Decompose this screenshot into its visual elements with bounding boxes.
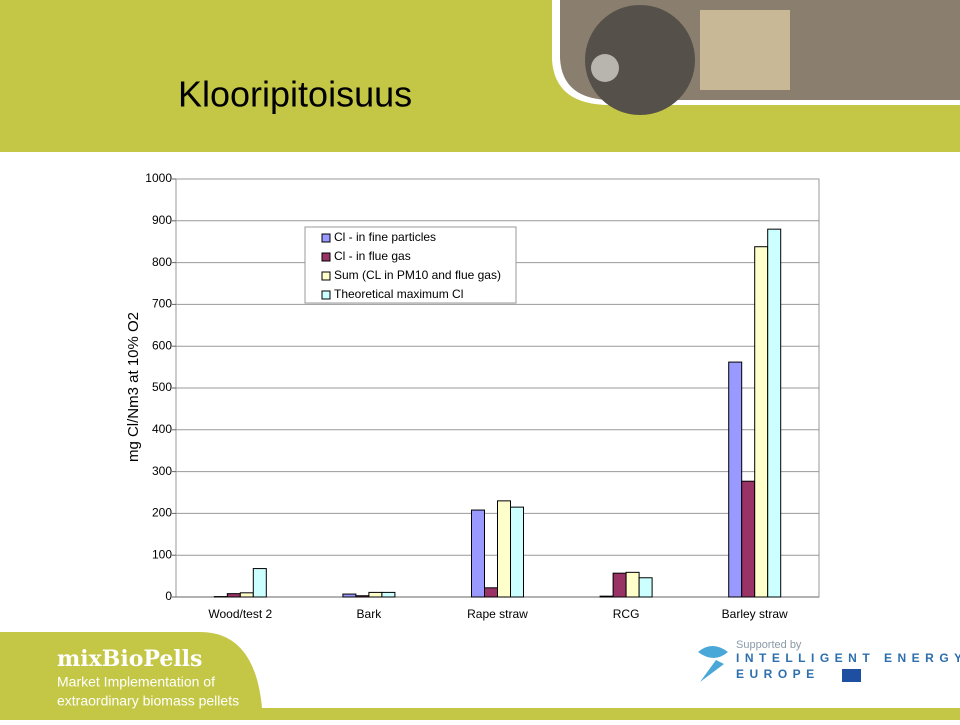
slide-title: Klooripitoisuus [178,74,412,115]
bar [639,578,652,597]
y-tick-label: 1000 [145,171,172,185]
y-tick-label: 700 [152,297,172,311]
support-text: Supported by [736,639,802,651]
y-axis-label: mg Cl/Nm3 at 10% O2 [125,312,142,462]
program-name: INTELLIGENT ENERGY [736,651,960,665]
x-tick-label: RCG [613,607,640,621]
x-tick-label: Wood/test 2 [208,607,272,621]
legend-swatch [322,253,330,261]
photo-pellets [700,10,790,90]
legend-label: Cl - in flue gas [334,249,411,263]
legend-swatch [322,272,330,280]
bar [240,593,253,597]
x-tick-label: Bark [357,607,383,621]
y-tick-label: 300 [152,464,172,478]
program-name: EUROPE [736,667,820,681]
bar [498,501,511,597]
x-tick-label: Barley straw [722,607,788,621]
bar [472,510,485,597]
bar [600,596,613,597]
bar [485,588,498,597]
eu-flag [842,669,861,682]
bar [626,572,639,597]
brand: mixBioPells [57,646,202,672]
bar [511,507,524,597]
bar [343,594,356,597]
y-tick-label: 100 [152,547,172,561]
y-tick-label: 400 [152,422,172,436]
tagline: Market Implementation of [57,674,215,690]
bar [729,362,742,597]
legend-swatch [322,234,330,242]
bar [742,481,755,597]
legend-label: Theoretical maximum Cl [334,287,463,301]
bar [613,573,626,597]
x-tick-label: Rape straw [467,607,528,621]
bar [356,596,369,597]
y-tick-label: 600 [152,338,172,352]
y-tick-label: 200 [152,506,172,520]
bar [768,229,781,597]
y-tick-label: 0 [165,589,172,603]
tagline: extraordinary biomass pellets [57,693,239,709]
legend-swatch [322,291,330,299]
bar [369,592,382,597]
bar [382,592,395,597]
bar [253,569,266,597]
legend-label: Sum (CL in PM10 and flue gas) [334,268,501,282]
footer-strip [0,708,960,720]
bar [755,247,768,597]
y-tick-label: 500 [152,380,172,394]
bar [227,594,240,597]
y-tick-label: 900 [152,213,172,227]
plot: 0 100 200 300 400 500 600 700 800 900 1000 Wood/tes… [145,171,819,621]
legend-label: Cl - in fine particles [334,230,436,244]
y-tick-label: 800 [152,255,172,269]
photo-bolt [591,54,619,82]
